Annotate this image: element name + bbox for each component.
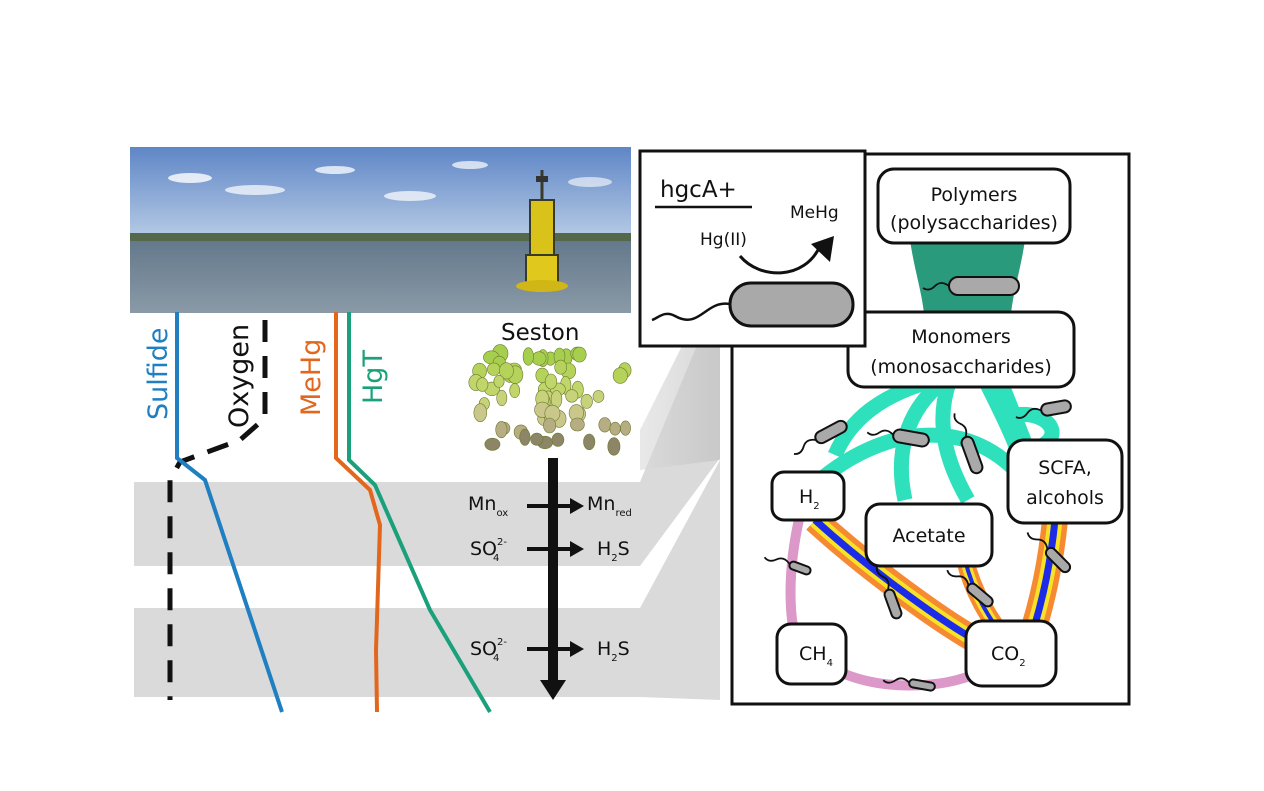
mehg-label: MeHg — [296, 339, 327, 416]
svg-text:CO2: CO2 — [991, 643, 1026, 669]
seston-particle — [592, 390, 605, 403]
seston-particle — [493, 374, 505, 388]
seston-label: Seston — [501, 320, 579, 346]
inset-reactant: Hg(II) — [700, 230, 747, 250]
hgt-profile — [347, 312, 492, 714]
buoy — [516, 170, 568, 292]
seston-particle — [496, 389, 508, 407]
metabolic-network-panel: Polymers (polysaccharides) Monomers (mon… — [730, 152, 1131, 706]
bacterium-icon — [866, 428, 930, 448]
seston-particle — [612, 367, 628, 384]
bacterium-icon — [1015, 399, 1072, 419]
seston-particle — [583, 433, 596, 451]
oxygen-profile — [167, 320, 268, 700]
network-bacteria — [763, 276, 1072, 692]
seston-particle — [544, 373, 558, 390]
svg-text:H2: H2 — [799, 486, 820, 512]
seston-particle — [554, 359, 568, 375]
svg-text:Mnox: Mnox — [468, 493, 508, 519]
seston-particle — [620, 420, 631, 436]
sulfate-reduction-reaction-1: SO2-4 H2S — [470, 537, 630, 564]
bacterium-icon — [1026, 532, 1072, 574]
seston-particle — [580, 393, 593, 409]
mehg-profile — [334, 312, 383, 713]
bacterium-icon — [946, 569, 994, 608]
seston-particle — [530, 432, 544, 446]
bacterium-icon — [793, 419, 848, 455]
svg-text:H2S: H2S — [597, 538, 630, 564]
seston-particle — [519, 428, 531, 446]
seston-particle — [609, 421, 621, 436]
node-ch4: CH4 — [775, 622, 848, 686]
node-acetate: Acetate — [864, 502, 994, 568]
seston-particle — [598, 417, 612, 433]
svg-text:Monomers: Monomers — [911, 326, 1011, 348]
svg-text:SO2-4: SO2-4 — [470, 537, 507, 564]
seston-particle — [509, 383, 521, 398]
sulfide-label: Sulfide — [143, 327, 174, 420]
seston-particle — [531, 351, 547, 366]
oxygen-label: Oxygen — [224, 324, 255, 428]
inset-title: hgcA+ — [660, 177, 737, 203]
svg-text:Polymers: Polymers — [931, 184, 1018, 206]
inset-product: MeHg — [790, 203, 839, 223]
mn-reduction-reaction: Mnox Mnred — [468, 493, 632, 519]
bacterium-icon — [953, 413, 984, 475]
svg-text:SO2-4: SO2-4 — [470, 637, 507, 664]
node-h2: H2 — [770, 470, 846, 522]
bacterium-icon — [875, 565, 903, 620]
bacterium-icon — [763, 556, 812, 576]
depth-bands — [134, 290, 720, 700]
redox-reactions: Mnox Mnred SO2-4 H2S SO2-4 H2S — [468, 493, 632, 664]
hgt-label: HgT — [358, 350, 389, 404]
svg-text:SCFA,: SCFA, — [1038, 457, 1092, 479]
seston-particle — [487, 362, 501, 376]
profile-lines — [167, 312, 492, 714]
seston-particle — [570, 417, 585, 432]
sulfide-profile — [175, 312, 284, 713]
svg-text:alcohols: alcohols — [1026, 487, 1104, 509]
seston-particle — [476, 377, 489, 392]
seston-particle — [572, 346, 587, 363]
svg-text:Acetate: Acetate — [892, 525, 965, 547]
node-co2: CO2 — [964, 619, 1058, 688]
seston-particle — [498, 362, 514, 380]
bacterium-icon — [922, 276, 1020, 296]
svg-text:(monosaccharides): (monosaccharides) — [870, 356, 1051, 378]
seston-particle — [565, 389, 579, 403]
svg-text:(polysaccharides): (polysaccharides) — [890, 212, 1058, 234]
node-polymers: Polymers (polysaccharides) — [876, 167, 1072, 245]
svg-text:Mnred: Mnred — [587, 493, 632, 519]
seston-particle — [543, 417, 557, 434]
seston-particle — [551, 432, 565, 447]
svg-text:H2S: H2S — [597, 638, 630, 664]
node-monomers: Monomers (monosaccharides) — [846, 310, 1076, 389]
seston-particle — [607, 437, 621, 456]
seston-particle — [473, 403, 487, 423]
seston-particle — [522, 347, 534, 366]
node-scfa: SCFA, alcohols — [1006, 438, 1124, 525]
svg-text:CH4: CH4 — [799, 643, 833, 669]
seston-particles — [468, 344, 632, 456]
bacterium-icon — [882, 677, 936, 692]
sulfate-reduction-reaction-2: SO2-4 H2S — [470, 637, 630, 664]
lake-photo — [130, 147, 631, 313]
bacterium-icon — [651, 281, 855, 328]
seston-particle — [495, 421, 508, 439]
hgca-inset: hgcA+ MeHg Hg(II) — [638, 149, 867, 348]
seston-particle — [484, 437, 501, 451]
